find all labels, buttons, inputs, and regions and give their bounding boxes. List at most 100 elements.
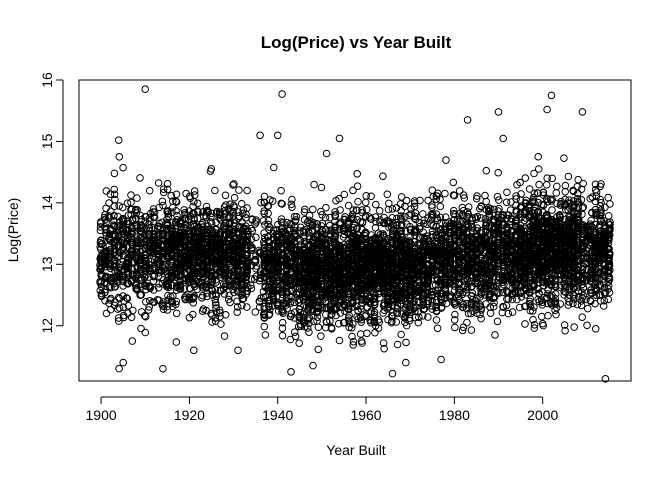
scatter-point — [172, 338, 181, 346]
scatter-point — [331, 212, 340, 221]
scatter-point — [159, 298, 168, 306]
scatter-point — [442, 156, 450, 164]
scatter-point — [115, 252, 123, 260]
scatter-point — [282, 293, 291, 301]
scatter-point — [291, 250, 300, 259]
scatter-point — [185, 207, 193, 215]
scatter-point — [175, 284, 184, 293]
scatter-point — [229, 181, 237, 189]
scatter-point — [259, 310, 268, 319]
scatter-point — [123, 199, 132, 207]
scatter-point — [243, 186, 251, 195]
scatter-point — [358, 206, 366, 214]
scatter-point — [273, 263, 282, 272]
scatter-point — [190, 214, 198, 222]
scatter-point — [217, 320, 225, 328]
scatter-point — [176, 270, 185, 279]
scatter-point — [180, 206, 188, 214]
scatter-point — [392, 308, 401, 316]
scatter-point — [335, 295, 343, 304]
scatter-point — [464, 203, 473, 211]
scatter-point — [331, 238, 339, 246]
scatter-point — [278, 331, 287, 340]
scatter-point — [300, 208, 309, 216]
scatter-point — [207, 309, 215, 318]
scatter-point — [370, 308, 379, 317]
scatter-point — [237, 199, 246, 208]
scatter-point — [326, 317, 334, 325]
scatter-point — [463, 318, 471, 327]
scatter-point — [358, 339, 366, 347]
scatter-point — [229, 207, 237, 216]
scatter-point — [401, 213, 409, 221]
scatter-point — [229, 267, 238, 276]
scatter-point — [180, 285, 188, 293]
scatter-point — [291, 217, 300, 226]
scatter-point — [256, 303, 264, 311]
scatter-point — [163, 306, 172, 314]
scatter-point — [238, 251, 247, 259]
scatter-point — [119, 292, 127, 300]
scatter-point — [370, 277, 379, 285]
scatter-point — [168, 208, 176, 217]
scatter-point — [163, 279, 172, 288]
scatter-point — [388, 214, 397, 222]
scatter-point — [145, 224, 153, 233]
scatter-point — [150, 237, 158, 246]
scatter-point — [384, 302, 392, 311]
scatter-point — [287, 200, 296, 209]
scatter-point — [230, 201, 238, 210]
scatter-point — [436, 202, 445, 211]
scatter-point — [211, 295, 219, 304]
scatter-point — [133, 206, 141, 214]
scatter-point — [393, 214, 401, 223]
scatter-point — [96, 265, 105, 273]
scatter-point — [211, 290, 220, 299]
scatter-point — [149, 213, 158, 221]
scatter-point — [211, 314, 220, 322]
scatter-point — [113, 268, 122, 276]
scatter-point — [167, 281, 176, 290]
scatter-point — [305, 211, 314, 220]
scatter-point — [124, 301, 133, 310]
scatter-point — [432, 316, 441, 324]
scatter-point — [129, 306, 137, 315]
scatter-point — [225, 277, 233, 285]
scatter-point — [291, 229, 299, 238]
scatter-point — [392, 318, 401, 326]
scatter-point — [225, 213, 234, 221]
scatter-point — [184, 227, 193, 235]
scatter-point — [189, 310, 197, 319]
scatter-point — [352, 225, 361, 233]
scatter-point — [230, 180, 238, 188]
scatter-point — [175, 280, 184, 289]
scatter-point — [340, 230, 349, 239]
scatter-point — [137, 265, 145, 273]
scatter-point — [281, 229, 290, 237]
scatter-point — [169, 197, 177, 205]
scatter-point — [246, 241, 254, 249]
scatter-point — [269, 285, 278, 294]
scatter-point — [120, 313, 128, 322]
scatter-point — [397, 221, 406, 230]
scatter-point — [389, 308, 397, 317]
scatter-point — [255, 298, 264, 306]
scatter-point — [238, 223, 246, 231]
scatter-point — [206, 263, 215, 272]
scatter-point — [305, 287, 313, 296]
scatter-point — [162, 226, 171, 234]
scatter-point — [159, 201, 167, 210]
scatter-point — [115, 364, 123, 373]
scatter-point — [105, 199, 113, 207]
scatter-point — [268, 302, 277, 310]
scatter-point — [118, 245, 127, 253]
scatter-point — [380, 344, 388, 353]
scatter-point — [392, 254, 401, 263]
scatter-point — [375, 207, 384, 215]
scatter-point — [335, 248, 343, 257]
scatter-point — [167, 230, 176, 238]
scatter-point — [349, 341, 358, 349]
scatter-point — [106, 296, 115, 304]
scatter-point — [331, 208, 339, 216]
